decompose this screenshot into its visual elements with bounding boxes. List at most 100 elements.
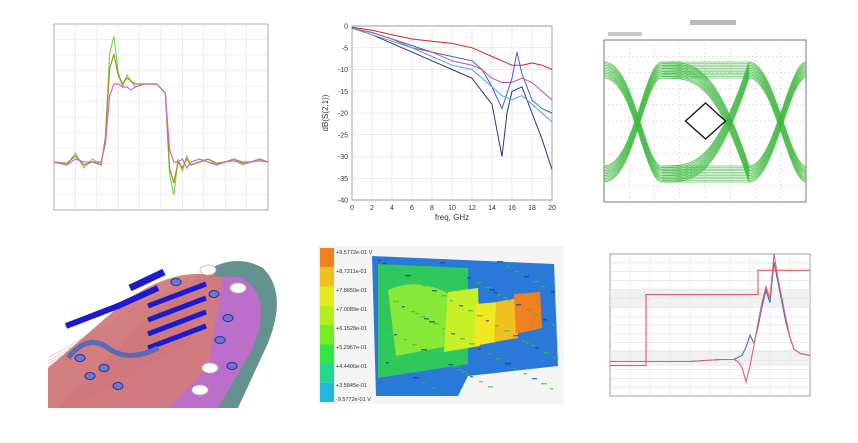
series-line-2 xyxy=(610,253,811,384)
pcb-3d-svg xyxy=(48,261,277,408)
stackup-line xyxy=(48,292,189,374)
legend-swatch xyxy=(320,286,334,306)
trace-speckle xyxy=(515,271,519,273)
stackup-line xyxy=(48,319,189,401)
via-hole xyxy=(229,282,247,294)
trace-speckle xyxy=(495,325,499,327)
eye-trace xyxy=(748,67,807,173)
trace-speckle xyxy=(441,295,447,297)
trace-speckle xyxy=(531,345,535,347)
trace-speckle xyxy=(378,260,381,262)
legend-value: +8.7211e-01 xyxy=(336,269,367,275)
trace-speckle xyxy=(505,363,511,365)
trace-speckle xyxy=(448,364,453,366)
eye-trace xyxy=(603,77,663,183)
trace-speckle xyxy=(395,367,399,369)
eye-traces xyxy=(603,61,807,183)
trace-speckle xyxy=(412,344,417,346)
y-tick-label: -35 xyxy=(338,176,348,183)
y-tick-label: -30 xyxy=(338,154,348,161)
trace-speckle xyxy=(532,378,537,380)
region xyxy=(444,288,480,352)
trace-speckle xyxy=(429,321,435,323)
trace-speckle xyxy=(403,339,407,341)
legend-value: +5.2967e-01 xyxy=(336,345,367,351)
legend-value: +3.5845e-01 xyxy=(336,383,367,389)
trace-speckle xyxy=(552,324,557,326)
tdr-chart xyxy=(46,20,272,216)
trace-speckle xyxy=(544,352,549,354)
trace xyxy=(66,339,160,360)
via xyxy=(208,290,220,298)
trace-speckle xyxy=(522,340,525,342)
trace-speckle xyxy=(479,381,483,383)
trace-speckle xyxy=(503,297,507,299)
trace xyxy=(147,323,207,351)
stackup-line xyxy=(48,280,189,362)
trace-speckle xyxy=(392,268,397,270)
trace xyxy=(147,281,207,309)
eye-trace xyxy=(748,64,807,170)
title-block xyxy=(690,20,736,25)
trace-speckle xyxy=(542,286,545,288)
legend-swatch xyxy=(320,382,334,402)
eye-trace xyxy=(748,66,807,172)
legend-value: +4.4406e-01 xyxy=(336,364,367,370)
trace-speckle xyxy=(523,373,527,375)
trace-speckle xyxy=(494,292,497,294)
y-tick-label: -10 xyxy=(338,67,348,74)
x-tick-label: 14 xyxy=(488,205,496,212)
trace-speckle xyxy=(393,301,399,303)
series-line-1 xyxy=(351,27,553,114)
series-line-2 xyxy=(53,83,269,170)
trace-speckle xyxy=(553,357,559,359)
trace-speckle xyxy=(459,305,463,307)
trace-speckle xyxy=(467,277,471,279)
eye-trace xyxy=(748,72,807,178)
heatmap-svg: +9.5772e-01 V +8.7211e-01 +7.8650e-01 +7.00… xyxy=(320,248,559,403)
x-tick-label: 0 xyxy=(350,205,354,212)
region xyxy=(388,284,458,356)
trace-speckle xyxy=(394,334,397,336)
stackup-line xyxy=(54,331,189,408)
via xyxy=(226,362,238,370)
series-line-0 xyxy=(610,269,810,367)
trace-speckle xyxy=(525,309,531,311)
eye-trace xyxy=(748,63,807,169)
via xyxy=(112,382,124,390)
series-line-2 xyxy=(351,27,553,170)
eye-mask xyxy=(684,102,727,140)
trace-speckle xyxy=(432,290,437,292)
legend-value: +7.8650e-01 xyxy=(336,288,367,294)
trace-speckle xyxy=(543,319,547,321)
legend-swatch xyxy=(320,363,334,383)
trace-speckle xyxy=(431,387,435,389)
legend-swatch xyxy=(320,325,334,345)
trace-speckle xyxy=(385,329,391,331)
trace-speckle xyxy=(430,354,433,356)
pcb-3d-render xyxy=(48,248,280,408)
trace-speckle xyxy=(440,262,445,264)
via xyxy=(74,354,86,362)
trace-speckle xyxy=(476,282,481,284)
trace-speckle xyxy=(489,289,495,291)
trace-speckle xyxy=(526,342,529,344)
legend-swatch xyxy=(320,344,334,364)
eye-diagram xyxy=(594,18,820,218)
trace-speckle xyxy=(411,311,415,313)
eye-trace xyxy=(748,77,807,183)
trace-speckle xyxy=(420,316,425,318)
via xyxy=(98,364,110,372)
trace-speckle xyxy=(524,276,529,278)
trace-speckle xyxy=(496,358,501,360)
stackup-line xyxy=(48,307,189,389)
trace-speckle xyxy=(458,272,461,274)
eye-trace xyxy=(748,61,807,167)
eye-diagram-svg xyxy=(603,20,807,203)
trace-speckle xyxy=(550,388,553,390)
trace-speckle xyxy=(488,386,493,388)
trace-speckle xyxy=(451,333,455,335)
trace-speckle xyxy=(487,353,491,355)
legend-bottom-value: -9.5772e-01 V xyxy=(336,397,371,403)
trace-speckle xyxy=(424,318,429,320)
